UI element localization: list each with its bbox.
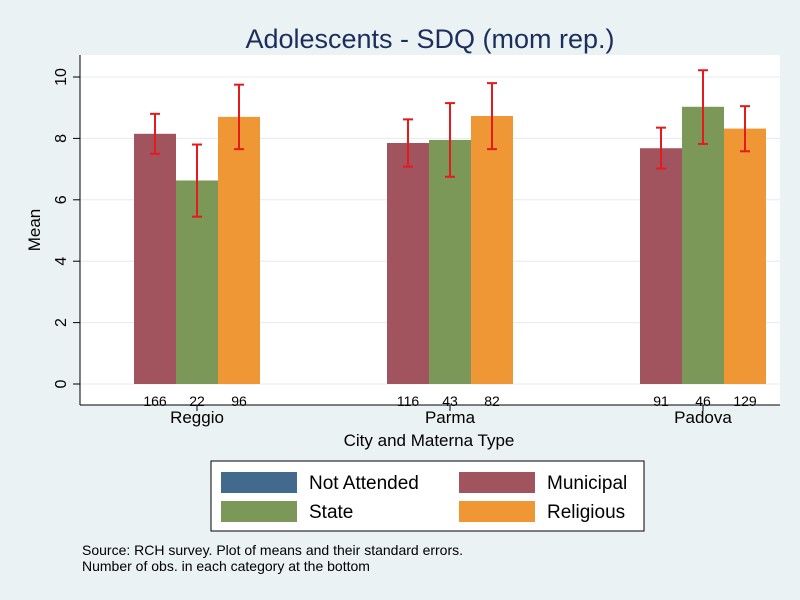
x-axis-label: City and Materna Type bbox=[344, 431, 515, 450]
legend-label: Religious bbox=[547, 502, 625, 523]
bar bbox=[218, 116, 260, 384]
legend-swatch bbox=[459, 472, 535, 493]
x-category-label: Padova bbox=[674, 408, 732, 427]
count-note: Number of obs. in each category at the b… bbox=[82, 558, 370, 574]
bar bbox=[682, 106, 724, 385]
y-axis-label: Mean bbox=[25, 209, 44, 252]
y-tick-labels: 0 2 4 6 8 10 bbox=[53, 68, 70, 388]
bar bbox=[387, 143, 429, 384]
bar bbox=[724, 128, 766, 384]
legend-swatch bbox=[221, 472, 297, 493]
bars bbox=[134, 106, 766, 385]
legend: Not Attended Municipal State Religious bbox=[210, 460, 645, 532]
y-tick-label: 6 bbox=[53, 195, 70, 204]
error-bars bbox=[150, 69, 750, 218]
count-label: 91 bbox=[653, 393, 669, 409]
count-label: 116 bbox=[397, 393, 420, 409]
source-note: Source: RCH survey. Plot of means and th… bbox=[82, 542, 463, 558]
y-tick-label: 8 bbox=[53, 134, 70, 143]
y-tick-label: 10 bbox=[53, 68, 70, 86]
x-category-label: Reggio bbox=[170, 408, 224, 427]
y-tick-label: 0 bbox=[53, 379, 70, 388]
y-tick-label: 2 bbox=[53, 318, 70, 327]
bar bbox=[134, 133, 176, 384]
legend-swatch bbox=[459, 501, 535, 522]
x-category-labels: Reggio Parma Padova bbox=[170, 408, 732, 427]
legend-swatch bbox=[221, 501, 297, 522]
bar bbox=[429, 139, 471, 384]
legend-label: Not Attended bbox=[309, 473, 419, 494]
legend-label: Municipal bbox=[547, 473, 627, 494]
chart-title: Adolescents - SDQ (mom rep.) bbox=[245, 24, 614, 54]
bar bbox=[640, 148, 682, 384]
count-label: 129 bbox=[733, 393, 757, 409]
count-label: 82 bbox=[484, 393, 500, 409]
y-tick-label: 4 bbox=[53, 257, 70, 266]
bar bbox=[471, 115, 513, 384]
count-label: 166 bbox=[143, 393, 167, 409]
x-category-label: Parma bbox=[425, 408, 476, 427]
count-label: 96 bbox=[231, 393, 247, 409]
axes bbox=[79, 55, 780, 411]
legend-label: State bbox=[309, 502, 353, 523]
